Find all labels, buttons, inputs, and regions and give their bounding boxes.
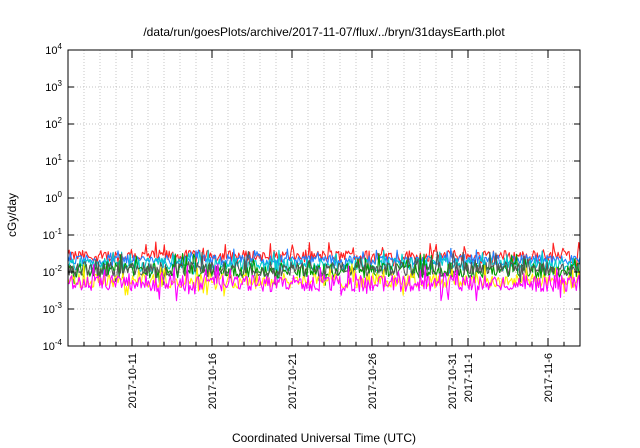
x-tick-label: 2017-10-26	[367, 353, 379, 409]
chart-title: /data/run/goesPlots/archive/2017-11-07/f…	[143, 25, 505, 39]
y-tick-label: 10-1	[43, 227, 63, 242]
x-tick-label: 2017-10-21	[287, 353, 299, 409]
ticks: 10-4 10-3 10-2 10-1 100 101 102 103 104 2017-10-1…	[43, 42, 580, 409]
y-tick-label: 10-4	[43, 338, 63, 353]
x-tick-label: 2017-10-31	[447, 353, 459, 409]
series-line-4	[67, 251, 581, 286]
x-tick-label: 2017-10-11	[127, 353, 139, 408]
x-axis-label: Coordinated Universal Time (UTC)	[232, 431, 416, 445]
x-tick-label: 2017-11-1	[463, 353, 475, 402]
y-tick-label: 10-2	[43, 264, 63, 279]
y-tick-label: 100	[45, 190, 62, 205]
y-tick-label: 101	[45, 153, 62, 168]
x-tick-label: 2017-11-6	[543, 353, 555, 402]
y-tick-label: 10-3	[43, 301, 63, 316]
y-axis-label: cGy/day	[5, 193, 19, 237]
grid	[68, 50, 580, 346]
series-group	[67, 241, 581, 302]
series-line-5	[67, 263, 581, 297]
y-tick-label: 104	[45, 42, 62, 57]
plot-frame	[67, 49, 581, 347]
y-tick-label: 102	[45, 116, 62, 131]
series-line-3	[67, 252, 581, 286]
x-tick-label: 2017-10-16	[207, 353, 219, 409]
y-tick-label: 103	[45, 79, 62, 94]
series-line-6	[67, 263, 581, 302]
